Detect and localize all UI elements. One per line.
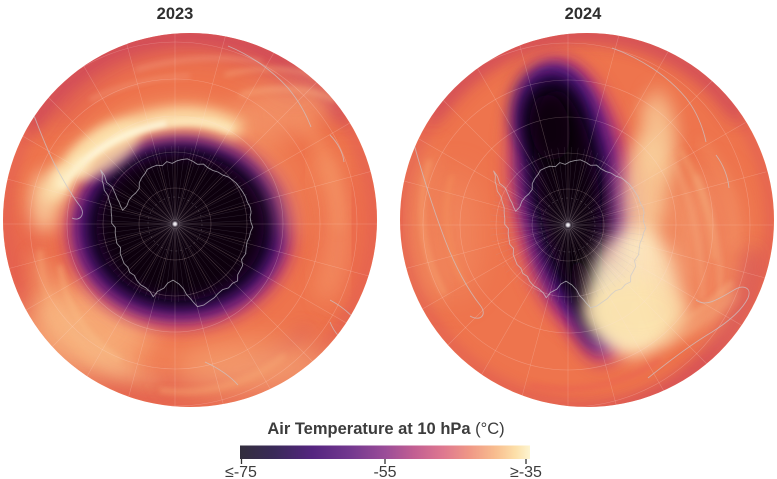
svg-text:2024: 2024 xyxy=(565,5,603,23)
svg-text:2023: 2023 xyxy=(157,5,194,23)
svg-text:≥-35: ≥-35 xyxy=(510,464,542,479)
svg-text:-55: -55 xyxy=(373,464,396,479)
svg-text:≤-75: ≤-75 xyxy=(225,464,257,479)
svg-text:Air Temperature at 10 hPa (°C): Air Temperature at 10 hPa (°C) xyxy=(267,420,504,438)
